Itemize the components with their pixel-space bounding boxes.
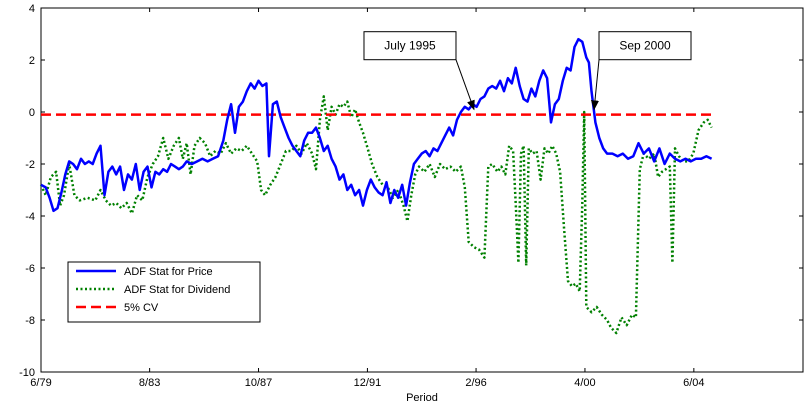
x-axis-title: Period	[406, 392, 438, 404]
annotation-label: July 1995	[384, 39, 436, 53]
series-lines	[39, 37, 713, 335]
y-tick-label: 4	[29, 3, 35, 15]
annotation-box	[598, 31, 692, 61]
y-tick-label: -8	[25, 315, 35, 327]
y-tick-label: 0	[29, 107, 35, 119]
annotation-arrow	[455, 59, 475, 111]
legend-label-cv: 5% CV	[124, 302, 159, 314]
y-tick-label: 2	[29, 55, 35, 67]
x-tick-label: 10/87	[245, 377, 273, 389]
legend: ADF Stat for Price ADF Stat for Dividend…	[67, 261, 261, 323]
annotation-arrow	[590, 59, 600, 111]
y-tick-label: -4	[25, 211, 35, 223]
x-tick-label: 6/79	[30, 377, 51, 389]
axis-ticks: 4 2 0 -2 -4 -6 -8 -106/79 8/83 10/87 12/91 2/96 4/00…	[19, 3, 803, 389]
x-tick-label: 6/04	[683, 377, 704, 389]
x-tick-label: 8/83	[139, 377, 160, 389]
x-tick-label: 12/91	[354, 377, 382, 389]
series-line-dividend	[39, 95, 713, 335]
legend-label-price: ADF Stat for Price	[124, 266, 213, 278]
y-tick-label: -10	[19, 367, 35, 379]
y-tick-label: -2	[25, 159, 35, 171]
annotation-label: Sep 2000	[619, 39, 671, 53]
annotations: July 1995 Sep 2000	[363, 31, 692, 111]
y-tick-label: -6	[25, 263, 35, 275]
legend-label-dividend: ADF Stat for Dividend	[124, 284, 230, 296]
x-tick-label: 2/96	[465, 377, 486, 389]
annotation-box	[363, 31, 457, 61]
x-tick-label: 4/00	[574, 377, 595, 389]
series-line-price	[40, 37, 713, 213]
